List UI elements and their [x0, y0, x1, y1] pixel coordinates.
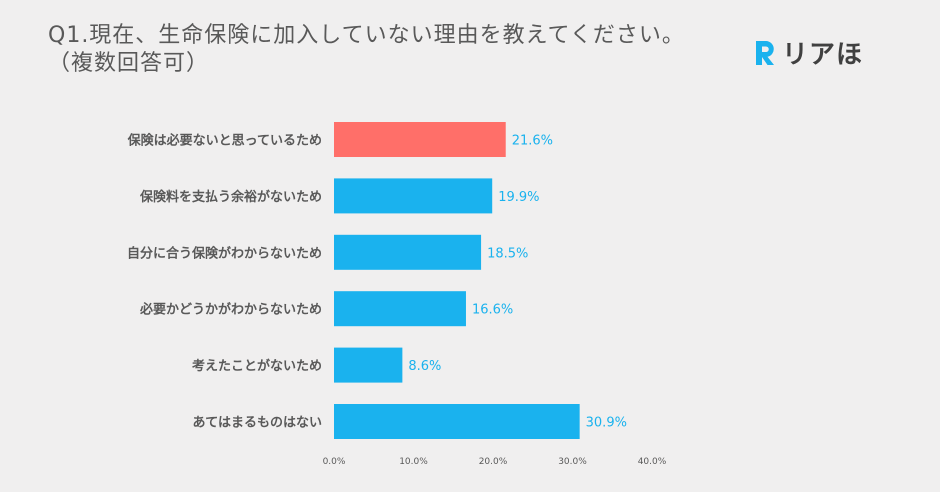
bar-0: [334, 122, 506, 157]
category-label-2: 自分に合う保険がわからないため: [127, 245, 322, 261]
bar-1: [334, 178, 493, 214]
x-tick-label-0: 0.0%: [323, 457, 346, 467]
value-label-2: 18.5%: [487, 246, 528, 261]
logo-text: リアほ: [782, 40, 864, 70]
category-label-4: 考えたことがないため: [192, 358, 322, 374]
bar-5: [334, 404, 580, 439]
value-label-5: 30.9%: [586, 416, 627, 431]
x-tick-label-1: 10.0%: [399, 457, 428, 467]
chart-title-line2: （複数回答可）: [48, 51, 210, 76]
x-tick-label-3: 30.0%: [558, 457, 587, 467]
category-label-3: 必要かどうかがわからないため: [139, 302, 322, 318]
x-tick-label-2: 20.0%: [479, 457, 508, 467]
category-label-0: 保険は必要ないと思っているため: [127, 133, 322, 149]
category-label-5: あてはまるものはない: [193, 416, 322, 431]
logo-r-mark-icon: [756, 40, 774, 65]
value-label-0: 21.6%: [512, 134, 553, 149]
category-label-1: 保険料を支払う余裕がないため: [139, 189, 322, 205]
brand-logo: リアほ: [752, 34, 863, 71]
value-label-4: 8.6%: [408, 359, 441, 374]
bar-3: [334, 291, 466, 327]
chart-title-line1: Q1.現在、生命保険に加入していない理由を教えてください。: [48, 23, 685, 48]
value-label-3: 16.6%: [472, 303, 513, 318]
bar-4: [334, 347, 403, 383]
value-label-1: 19.9%: [498, 190, 539, 205]
bar-2: [334, 234, 482, 270]
x-tick-label-4: 40.0%: [638, 457, 667, 467]
chart-title: Q1.現在、生命保険に加入していない理由を教えてください。 （複数回答可）: [48, 22, 685, 78]
